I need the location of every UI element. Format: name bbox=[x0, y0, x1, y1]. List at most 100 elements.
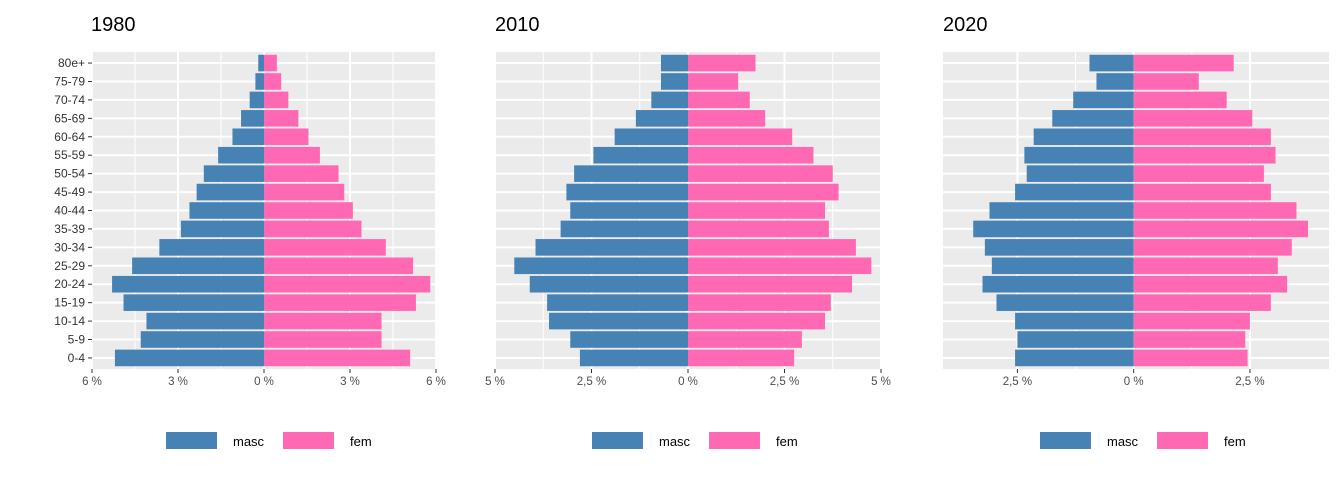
bar-fem-80e+ bbox=[264, 54, 277, 72]
bar-masc-5-9 bbox=[140, 331, 264, 348]
bar-masc-10-14 bbox=[1015, 312, 1134, 330]
bar-fem-15-19 bbox=[1133, 294, 1271, 311]
bar-masc-80e+ bbox=[258, 54, 264, 72]
legend-label-fem: fem bbox=[776, 434, 798, 449]
bar-fem-20-24 bbox=[1133, 275, 1288, 293]
bar-masc-70-74 bbox=[1073, 91, 1134, 109]
bar-masc-45-49 bbox=[566, 183, 688, 201]
panel-title: 2020 bbox=[943, 14, 988, 36]
bar-fem-65-69 bbox=[1133, 110, 1253, 127]
bar-masc-30-34 bbox=[159, 239, 264, 256]
y-tick-label: 25-29 bbox=[54, 259, 85, 273]
bar-masc-60-64 bbox=[614, 128, 688, 146]
bar-masc-80e+ bbox=[660, 54, 688, 72]
bar-masc-55-59 bbox=[593, 146, 688, 164]
bar-fem-35-39 bbox=[1133, 220, 1309, 238]
bar-fem-20-24 bbox=[688, 275, 853, 293]
bar-fem-55-59 bbox=[688, 146, 814, 164]
legend-key-masc bbox=[1040, 432, 1091, 449]
x-tick-label: 2,5 % bbox=[577, 376, 606, 388]
bar-masc-25-29 bbox=[132, 257, 264, 275]
bar-masc-45-49 bbox=[196, 183, 264, 201]
bar-fem-40-44 bbox=[264, 202, 353, 219]
bar-fem-60-64 bbox=[264, 128, 309, 146]
bar-masc-15-19 bbox=[996, 294, 1134, 311]
pyramid-panel-2010: 5 % 2,5 % 0 % 2,5 % 5 % 2010 masc fem bbox=[485, 14, 891, 449]
bar-fem-70-74 bbox=[1133, 91, 1227, 109]
bar-fem-5-9 bbox=[688, 331, 802, 348]
bar-masc-20-24 bbox=[112, 275, 264, 293]
x-tick-label: 0 % bbox=[254, 376, 274, 388]
bar-fem-50-54 bbox=[688, 165, 833, 182]
bar-masc-20-24 bbox=[529, 275, 688, 293]
legend-key-fem bbox=[283, 432, 334, 449]
bar-fem-75-79 bbox=[688, 73, 739, 90]
bar-masc-20-24 bbox=[982, 275, 1134, 293]
bar-fem-45-49 bbox=[1133, 183, 1271, 201]
y-tick-label: 10-14 bbox=[54, 314, 85, 328]
legend: masc fem bbox=[592, 432, 798, 449]
y-tick-label: 50-54 bbox=[54, 167, 85, 181]
bar-fem-65-69 bbox=[688, 110, 766, 127]
bar-masc-0-4 bbox=[114, 349, 264, 367]
bar-fem-65-69 bbox=[264, 110, 299, 127]
x-tick-label: 2,5 % bbox=[1003, 376, 1032, 388]
legend-label-masc: masc bbox=[233, 434, 265, 449]
bar-masc-15-19 bbox=[547, 294, 688, 311]
y-tick-label: 0-4 bbox=[68, 351, 86, 365]
x-tick-label: 3 % bbox=[168, 376, 188, 388]
x-tick-label: 5 % bbox=[871, 376, 891, 388]
bar-fem-70-74 bbox=[688, 91, 750, 109]
y-tick-label: 80e+ bbox=[58, 56, 85, 70]
bar-masc-70-74 bbox=[651, 91, 688, 109]
bar-fem-30-34 bbox=[688, 239, 856, 256]
bar-masc-70-74 bbox=[249, 91, 264, 109]
bar-masc-25-29 bbox=[991, 257, 1134, 275]
bar-fem-45-49 bbox=[688, 183, 839, 201]
legend-label-masc: masc bbox=[1107, 434, 1139, 449]
panel-title: 2010 bbox=[495, 14, 540, 36]
pyramid-panel-1980: 0-4 5-9 10-14 15-19 20-24 25-29 30-34 35-39 40-4… bbox=[54, 14, 446, 449]
y-tick-label: 60-64 bbox=[54, 130, 85, 144]
bar-fem-55-59 bbox=[1133, 146, 1276, 164]
x-tick-label: 6 % bbox=[82, 376, 102, 388]
bar-fem-25-29 bbox=[688, 257, 872, 275]
legend-key-masc bbox=[592, 432, 643, 449]
bar-fem-25-29 bbox=[1133, 257, 1278, 275]
bar-fem-75-79 bbox=[264, 73, 282, 90]
bar-masc-75-79 bbox=[255, 73, 264, 90]
bar-masc-15-19 bbox=[123, 294, 265, 311]
bar-masc-50-54 bbox=[203, 165, 264, 182]
legend-label-fem: fem bbox=[1224, 434, 1246, 449]
bar-fem-5-9 bbox=[264, 331, 382, 348]
legend-key-masc bbox=[166, 432, 217, 449]
y-tick-label: 65-69 bbox=[54, 111, 85, 125]
bar-masc-0-4 bbox=[579, 349, 688, 367]
x-tick-label: 0 % bbox=[1124, 376, 1144, 388]
bar-masc-45-49 bbox=[1015, 183, 1134, 201]
x-tick-label: 6 % bbox=[426, 376, 446, 388]
y-tick-label: 30-34 bbox=[54, 240, 85, 254]
bar-fem-25-29 bbox=[264, 257, 414, 275]
bar-masc-40-44 bbox=[189, 202, 264, 219]
bar-masc-55-59 bbox=[1024, 146, 1134, 164]
legend: masc fem bbox=[166, 432, 372, 449]
bar-fem-80e+ bbox=[1133, 54, 1234, 72]
bar-fem-0-4 bbox=[1133, 349, 1248, 367]
y-tick-label: 15-19 bbox=[54, 296, 85, 310]
bar-masc-75-79 bbox=[1096, 73, 1134, 90]
y-tick-label: 40-44 bbox=[54, 204, 85, 218]
bar-masc-50-54 bbox=[1026, 165, 1134, 182]
bar-fem-55-59 bbox=[264, 146, 320, 164]
x-tick-label: 2,5 % bbox=[770, 376, 799, 388]
bar-fem-15-19 bbox=[688, 294, 831, 311]
y-tick-label: 45-49 bbox=[54, 185, 85, 199]
x-tick-label: 5 % bbox=[485, 376, 505, 388]
legend-label-fem: fem bbox=[350, 434, 372, 449]
bar-masc-5-9 bbox=[570, 331, 688, 348]
y-tick-label: 35-39 bbox=[54, 222, 85, 236]
bar-masc-5-9 bbox=[1017, 331, 1134, 348]
bar-masc-65-69 bbox=[1052, 110, 1134, 127]
bar-masc-35-39 bbox=[560, 220, 688, 238]
